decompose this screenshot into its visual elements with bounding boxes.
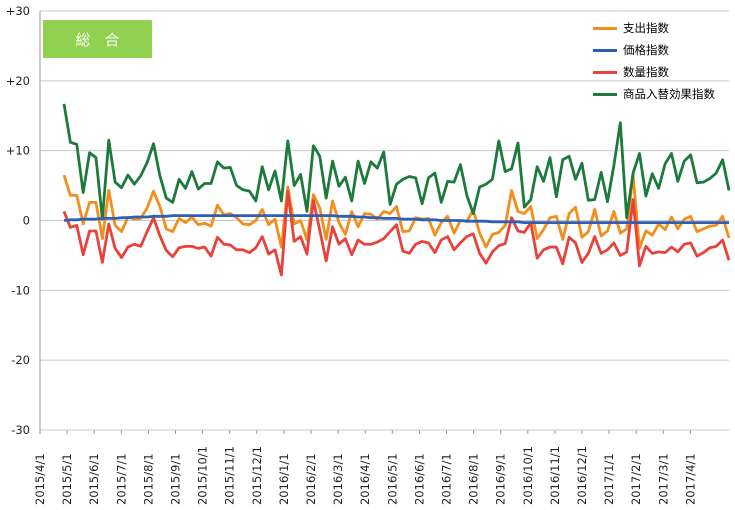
y-tick-label: +20 [6, 74, 30, 88]
legend-item: 数量指数 [593, 61, 715, 83]
y-tick-label: -20 [11, 353, 30, 367]
series-line-2 [63, 214, 729, 224]
legend-swatch [593, 26, 617, 30]
x-tick-label: 2015/6/1 [87, 453, 101, 505]
legend-label: 支出指数 [623, 21, 669, 35]
x-tick-label: 2015/11/1 [223, 446, 237, 505]
x-tick-label: 2017/1/1 [602, 453, 616, 505]
legend-swatch [593, 92, 617, 96]
y-tick-label: -30 [11, 423, 30, 437]
x-tick-label: 2016/10/1 [521, 446, 535, 505]
y-axis: +30 +20 +10 0 -10 -20 -30 [6, 4, 30, 437]
x-tick-label: 2017/2/1 [629, 453, 643, 505]
x-tick-label: 2016/2/1 [304, 453, 318, 505]
legend-label: 数量指数 [623, 65, 669, 79]
series-line-4 [62, 103, 731, 221]
category-badge: 総合 [43, 20, 152, 58]
y-tick-label: +30 [6, 4, 30, 18]
x-tick-label: 2017/3/1 [656, 453, 670, 505]
x-tick-label: 2016/7/1 [440, 453, 454, 505]
x-tick-label: 2015/10/1 [196, 446, 210, 505]
y-tick-label: +10 [6, 144, 30, 158]
y-tick-label: 0 [23, 214, 30, 228]
x-tick-label: 2015/4/1 [33, 453, 47, 505]
series-line-3 [62, 189, 731, 277]
category-badge-label: 総合 [75, 30, 134, 49]
legend-label: 商品入替効果指数 [623, 87, 715, 101]
legend-item: 価格指数 [593, 39, 715, 61]
legend: 支出指数価格指数数量指数商品入替効果指数 [593, 17, 715, 105]
legend-swatch [593, 48, 617, 52]
x-axis: 2015/4/1 2015/5/1 2015/6/1 2015/7/1 2015/8/1… [33, 430, 697, 505]
x-tick-label: 2016/9/1 [494, 453, 508, 505]
x-tick-label: 2015/7/1 [114, 453, 128, 505]
x-tick-label: 2016/12/1 [575, 446, 589, 505]
x-tick-label: 2016/4/1 [358, 453, 372, 505]
x-tick-label: 2016/3/1 [331, 453, 345, 505]
x-tick-label: 2017/4/1 [683, 453, 697, 505]
x-tick-label: 2015/8/1 [141, 453, 155, 505]
series-lines [62, 103, 731, 277]
x-tick-label: 2016/5/1 [385, 453, 399, 505]
series-line-1 [62, 173, 731, 250]
legend-item: 支出指数 [593, 17, 715, 39]
legend-swatch [593, 70, 617, 74]
x-tick-label: 2015/9/1 [169, 453, 183, 505]
x-tick-label: 2015/12/1 [250, 446, 264, 505]
x-tick-label: 2016/8/1 [467, 453, 481, 505]
x-tick-label: 2016/6/1 [412, 453, 426, 505]
x-tick-label: 2016/11/1 [548, 446, 562, 505]
y-tick-label: -10 [11, 283, 30, 297]
x-tick-label: 2016/1/1 [277, 453, 291, 505]
x-tick-label: 2015/5/1 [60, 453, 74, 505]
legend-label: 価格指数 [623, 43, 669, 57]
legend-item: 商品入替効果指数 [593, 83, 715, 105]
